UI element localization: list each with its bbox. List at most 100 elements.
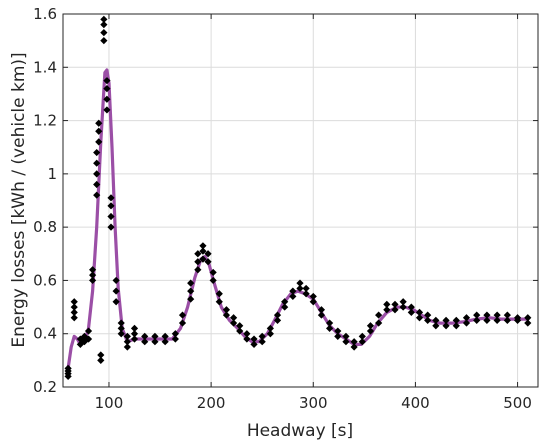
data-point [407, 308, 415, 316]
data-point [204, 250, 212, 258]
data-point [117, 319, 125, 327]
data-point [432, 316, 440, 324]
data-point [194, 258, 202, 266]
x-axis-ticks: 100 200 300 400 500 [95, 14, 532, 412]
data-point [358, 338, 366, 346]
data-point [383, 300, 391, 309]
data-point [103, 77, 111, 85]
data-point [462, 319, 471, 327]
data-point [151, 338, 159, 346]
data-point [95, 138, 103, 146]
data-point [442, 322, 450, 330]
data-point [76, 340, 84, 348]
data-point [266, 324, 274, 332]
data-point [302, 284, 310, 293]
data-point [334, 332, 342, 340]
data-point [117, 324, 125, 332]
data-point [473, 311, 481, 319]
data-point [250, 340, 258, 348]
data-point [462, 314, 471, 322]
data-point [194, 266, 202, 274]
data-point [483, 316, 491, 324]
data-point [222, 311, 231, 319]
data-point [178, 319, 187, 327]
data-point [178, 311, 187, 319]
data-point [424, 316, 432, 324]
data-point [89, 276, 97, 285]
data-point [452, 316, 460, 324]
data-point [215, 290, 223, 298]
data-point [350, 343, 358, 351]
data-point [187, 279, 195, 287]
data-point [70, 308, 78, 316]
data-point [64, 364, 72, 372]
data-point [141, 338, 149, 346]
y-tick-label: 0.4 [33, 325, 57, 343]
data-point [70, 298, 78, 306]
data-point [258, 338, 266, 346]
x-tick-label: 200 [197, 394, 226, 412]
data-point [243, 330, 251, 338]
x-tick-label: 400 [401, 394, 430, 412]
data-point [334, 327, 342, 335]
data-point [95, 127, 103, 135]
x-tick-label: 300 [299, 394, 328, 412]
data-point [123, 343, 131, 351]
data-point [375, 319, 383, 327]
data-point [97, 356, 105, 364]
data-point [281, 303, 289, 311]
data-point [117, 330, 125, 338]
data-point [187, 295, 195, 303]
data-point [243, 335, 251, 343]
data-point [342, 332, 350, 340]
data-point [317, 306, 326, 314]
data-point [130, 330, 139, 338]
data-point [199, 247, 207, 255]
x-tick-label: 100 [95, 394, 124, 412]
data-point [93, 170, 101, 178]
data-point [229, 314, 238, 322]
data-point [199, 242, 207, 250]
data-point [309, 292, 317, 301]
data-point [289, 292, 297, 301]
data-point [123, 338, 131, 346]
data-point [100, 15, 108, 23]
data-point [112, 276, 120, 285]
data-point [258, 332, 266, 340]
data-point [399, 303, 407, 311]
y-tick-label: 1 [47, 165, 57, 183]
data-point [171, 335, 179, 343]
data-point [342, 338, 350, 346]
data-point [209, 276, 217, 285]
x-axis-title: Headway [s] [247, 421, 353, 441]
data-point [93, 180, 101, 189]
fitted-curve [66, 68, 530, 370]
data-point [524, 319, 532, 327]
data-point [326, 324, 334, 332]
y-tick-label: 0.6 [33, 271, 57, 289]
data-point [204, 258, 212, 266]
data-point [103, 95, 111, 103]
data-point [236, 327, 244, 335]
data-point [317, 311, 326, 319]
data-point [513, 314, 522, 322]
data-point [80, 338, 89, 346]
data-point [84, 327, 93, 335]
data-point [415, 314, 424, 322]
data-point [407, 303, 415, 311]
y-tick-label: 1.2 [33, 112, 57, 130]
data-point [432, 322, 440, 330]
data-point [209, 268, 217, 277]
y-axis-ticks: 0.2 0.4 0.6 0.8 1 1.2 1.4 1.6 [33, 5, 538, 396]
y-tick-label: 0.2 [33, 378, 57, 396]
data-point [273, 316, 282, 324]
data-point [107, 202, 115, 210]
plot-frame [62, 13, 539, 388]
x-tick-label: 500 [503, 394, 532, 412]
data-point [493, 316, 501, 324]
data-point [161, 332, 169, 340]
data-point [93, 148, 101, 157]
data-point [524, 314, 532, 322]
data-point [366, 327, 375, 335]
data-point [107, 212, 115, 221]
